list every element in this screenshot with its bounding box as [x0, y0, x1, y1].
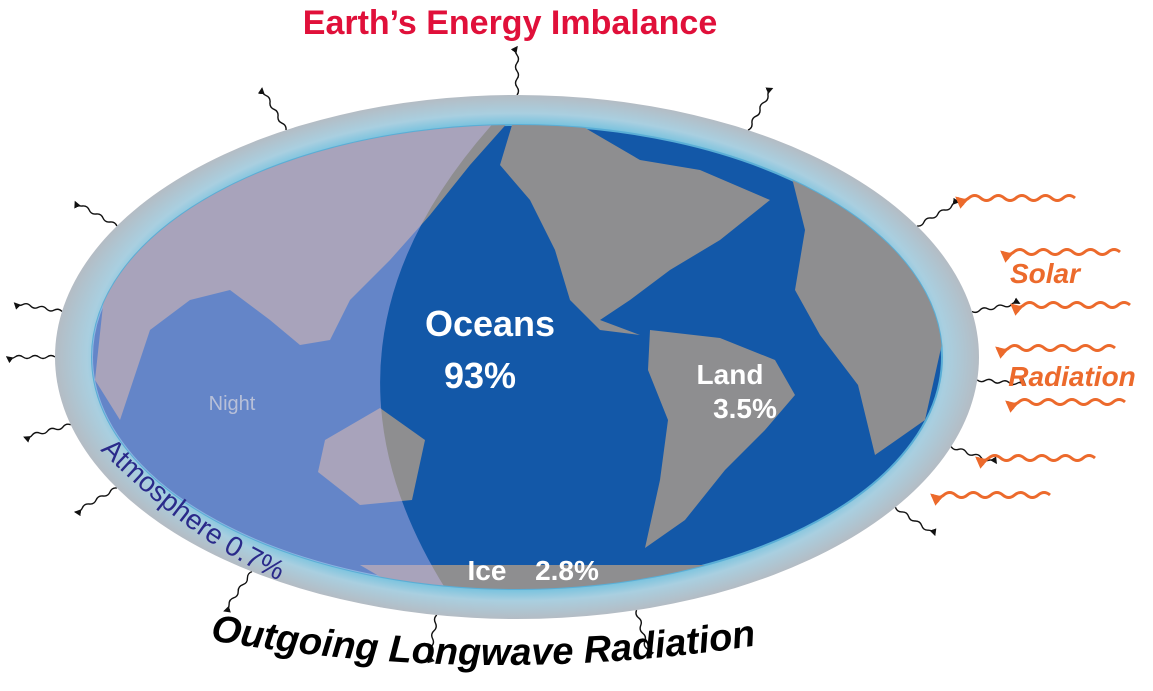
solar-arrow [975, 454, 1096, 469]
longwave-arrow [223, 570, 253, 613]
longwave-arrow [510, 45, 520, 96]
solar-arrow [930, 491, 1051, 506]
longwave-arrow [635, 609, 655, 658]
longwave-arrow [5, 354, 56, 364]
longwave-arrow [950, 446, 997, 465]
solar-arrow [1005, 398, 1126, 413]
oceans-label: Oceans [425, 303, 555, 344]
longwave-arrow [917, 197, 961, 227]
land-share: 3.5% [713, 393, 777, 424]
solar-arrow [1000, 248, 1121, 263]
night-label: Night [209, 393, 256, 415]
longwave-arrow [73, 487, 117, 517]
oceans-share: 93% [444, 355, 516, 396]
radiation-label: Radiation [1008, 361, 1136, 392]
north-america [500, 125, 770, 335]
antarctica [360, 565, 720, 589]
solar-arrows [930, 194, 1131, 506]
solar-arrow [1010, 301, 1131, 316]
longwave-arrow [427, 614, 438, 664]
ice-label: Ice [468, 555, 507, 586]
longwave-arrow [894, 507, 937, 537]
south-america [645, 330, 795, 548]
longwave-arrow [23, 423, 72, 443]
longwave-arrow [74, 200, 118, 227]
longwave-arrow [13, 302, 63, 313]
longwave-arrows [5, 45, 1027, 664]
longwave-arrow [257, 87, 287, 131]
longwave-arrow [971, 297, 1021, 314]
title: Earth’s Energy Imbalance [303, 4, 717, 42]
longwave-arrow [747, 87, 774, 131]
solar-arrow [955, 194, 1076, 209]
solar-arrow [995, 344, 1116, 359]
land-label: Land [697, 359, 764, 390]
australia [318, 408, 425, 505]
longwave-arrow [976, 377, 1027, 386]
solar-label: Solar [1010, 258, 1082, 289]
ice-share: 2.8% [535, 555, 599, 586]
